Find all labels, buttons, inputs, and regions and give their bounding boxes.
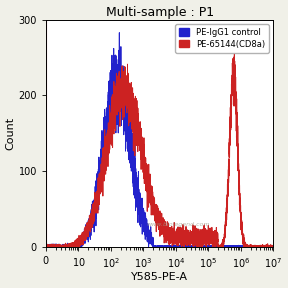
Text: www.biolegend.com: www.biolegend.com: [146, 222, 210, 227]
X-axis label: Y585-PE-A: Y585-PE-A: [131, 272, 188, 283]
Title: Multi-sample : P1: Multi-sample : P1: [105, 5, 214, 18]
Y-axis label: Count: Count: [5, 117, 16, 150]
Legend: PE-IgG1 control, PE-65144(CD8a): PE-IgG1 control, PE-65144(CD8a): [175, 24, 269, 53]
